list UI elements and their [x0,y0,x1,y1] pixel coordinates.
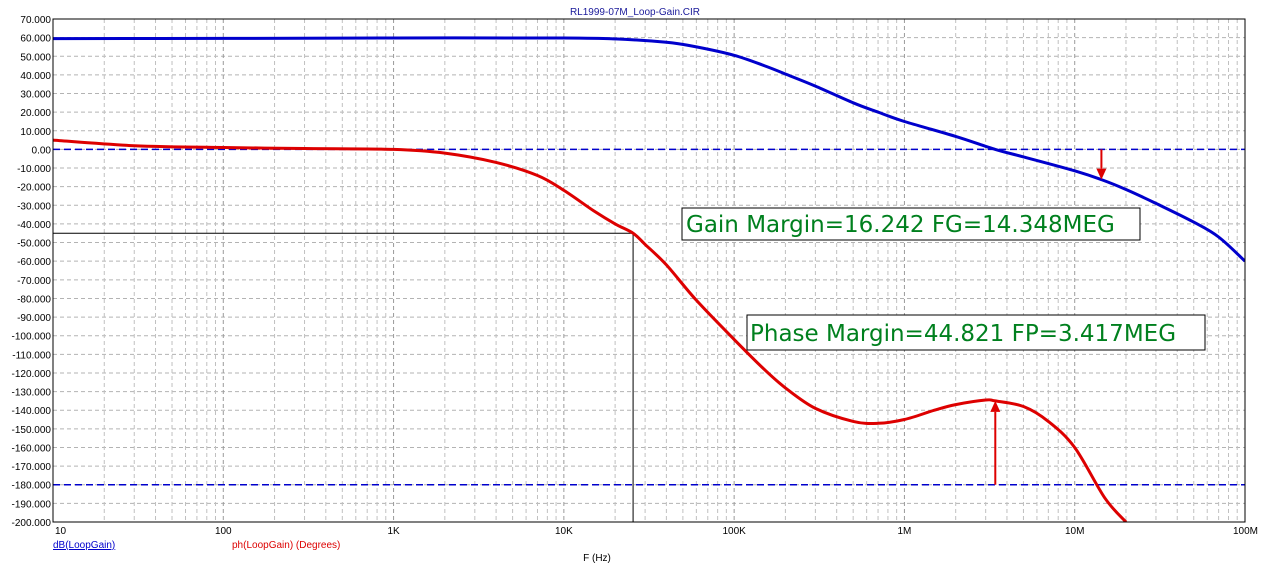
y-tick-label: -120.000 [12,369,52,380]
y-tick-label: 10.000 [20,127,51,138]
y-tick-label: -20.000 [17,183,51,194]
y-tick-label: -150.000 [12,425,52,436]
y-tick-label: 60.000 [20,34,51,45]
x-tick-label: 1K [387,526,400,537]
y-tick-label: -130.000 [12,388,52,399]
y-axis-ticks: 70.000 60.000 50.000 40.000 30.000 20.000 10.0… [12,15,52,529]
y-tick-label: -80.000 [17,294,51,305]
phase-margin-annotation: Phase Margin=44.821 FP=3.417MEG [746,314,1206,351]
x-tick-label: 10M [1065,526,1084,537]
y-tick-label: -70.000 [17,276,51,287]
x-axis-ticks: 10 100 1K 10K 100K 1M 10M 100M [55,526,1258,537]
gain-curve [53,36,1245,263]
x-tick-label: 100M [1233,526,1258,537]
y-tick-label: 70.000 [20,15,51,26]
x-tick-label: 100K [722,526,746,537]
y-tick-label: -140.000 [12,406,52,417]
y-tick-label: -10.000 [17,164,51,175]
y-tick-label: -40.000 [17,220,51,231]
y-tick-label: -110.000 [12,350,51,361]
y-tick-label: 30.000 [20,90,51,101]
y-tick-label: -180.000 [12,481,52,492]
margin-markers [990,149,1107,485]
gain-margin-annotation: Gain Margin=16.242 FG=14.348MEG [681,207,1141,241]
gain-margin-label: Gain Margin=16.242 FG=14.348MEG [686,212,1115,238]
crosshair-lines [53,232,634,522]
series-curves [53,36,1245,522]
x-tick-label: 1M [897,526,911,537]
legend-phase: ph(LoopGain) (Degrees) [232,540,340,551]
y-tick-label: 50.000 [20,52,51,63]
phase-curve [53,138,1128,522]
x-tick-label: 10 [55,526,67,537]
y-tick-label: 40.000 [20,71,51,82]
y-tick-label: -100.000 [12,332,52,343]
plot-frame [52,18,1246,523]
y-tick-label: -170.000 [12,462,52,473]
y-tick-label: -190.000 [12,499,52,510]
y-tick-label: -50.000 [17,239,51,250]
legend-gain: dB(LoopGain) [53,540,115,551]
x-tick-label: 10K [555,526,573,537]
y-tick-label: -90.000 [17,313,51,324]
y-tick-label: 0.00 [32,145,52,156]
phase-margin-label: Phase Margin=44.821 FP=3.417MEG [750,321,1176,347]
y-tick-label: -200.000 [12,518,52,529]
gain-margin-arrow-head [1096,168,1107,180]
y-tick-label: 20.000 [20,108,51,119]
y-tick-label: -30.000 [17,201,51,212]
phase-margin-arrow-head [990,400,1001,412]
y-tick-label: -160.000 [12,443,52,454]
y-tick-label: -60.000 [17,257,51,268]
x-tick-label: 100 [215,526,232,537]
reference-lines [53,148,1245,486]
x-axis-label: F (Hz) [583,553,611,564]
chart-title: RL1999-07M_Loop-Gain.CIR [570,7,700,18]
